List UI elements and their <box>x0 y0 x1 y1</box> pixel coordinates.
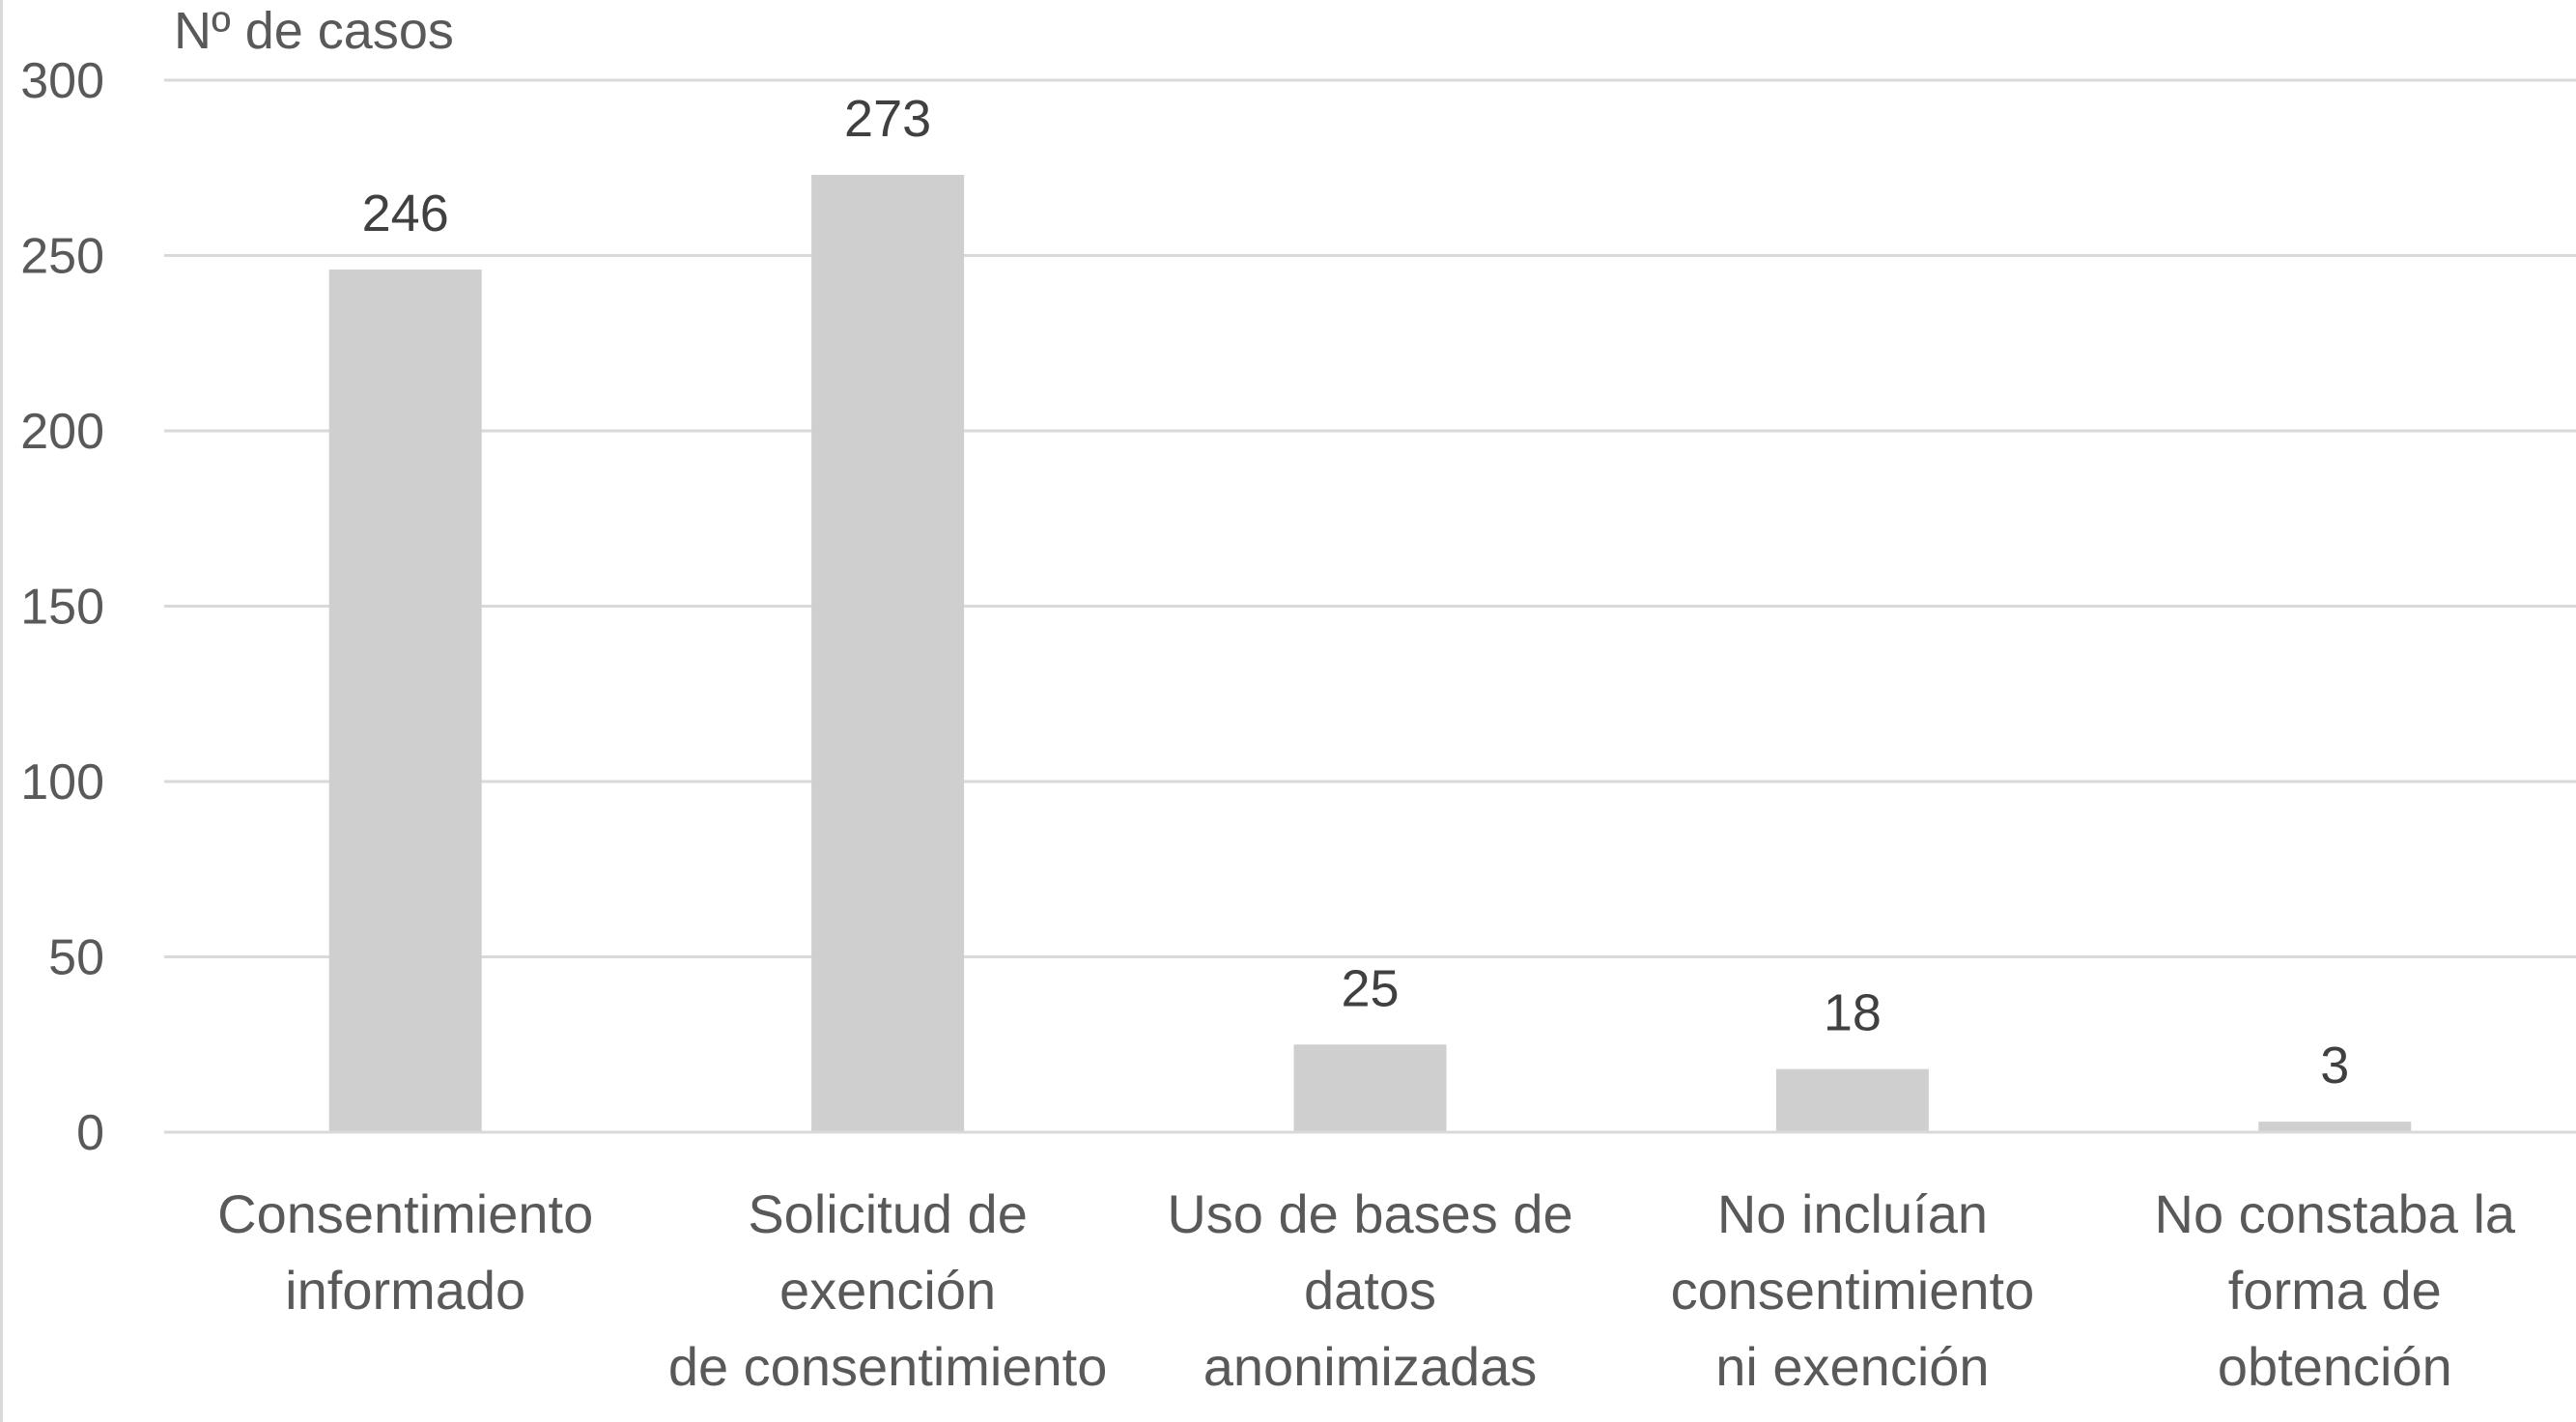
category-label-line: informado <box>285 1260 525 1321</box>
category-label-line: Uso de bases de <box>1167 1183 1572 1244</box>
category-label: No constaba la forma de obtención <box>2155 1183 2516 1397</box>
data-label: 18 <box>1824 984 1882 1042</box>
category-label-line: ni exención <box>1715 1336 1989 1397</box>
category-label: No incluían consentimiento ni exención <box>1671 1183 2035 1397</box>
y-tick-label: 200 <box>20 404 104 460</box>
category-label-line: consentimiento <box>1671 1260 2035 1321</box>
category-label: Consentimiento informado <box>217 1183 593 1321</box>
bar <box>328 270 482 1132</box>
y-tick-label: 250 <box>20 229 104 285</box>
category-label-line: No constaba la <box>2155 1183 2516 1244</box>
category-label-line: No incluían <box>1717 1183 1988 1244</box>
data-label: 25 <box>1341 959 1399 1017</box>
data-label: 3 <box>2320 1037 2349 1095</box>
y-axis-label: Nº de casos <box>174 2 454 60</box>
category-label-line: Solicitud de <box>748 1183 1028 1244</box>
category-label: Solicitud de exención de consentimiento <box>668 1183 1108 1397</box>
category-label-line: exención <box>779 1260 996 1321</box>
bar <box>1775 1068 1929 1132</box>
gridlines <box>164 78 2576 958</box>
data-label: 246 <box>362 185 449 242</box>
y-tick-label: 300 <box>20 53 104 109</box>
y-tick-label: 50 <box>48 930 104 986</box>
category-label-line: forma de <box>2228 1260 2442 1321</box>
category-label-line: obtención <box>2218 1336 2452 1397</box>
y-tick-labels: 0 50 100 150 200 250 300 <box>20 53 104 1161</box>
bar <box>1293 1044 1447 1132</box>
bars <box>328 175 2412 1132</box>
category-label-line: anonimizadas <box>1203 1336 1538 1397</box>
y-tick-label: 150 <box>20 580 104 636</box>
category-label-line: de consentimiento <box>668 1336 1108 1397</box>
category-label-line: Consentimiento <box>217 1183 593 1244</box>
y-tick-label: 100 <box>20 754 104 811</box>
category-label: Uso de bases de datos anonimizadas <box>1167 1183 1572 1397</box>
left-border <box>0 0 3 1422</box>
data-label: 273 <box>844 90 931 148</box>
y-tick-label: 0 <box>76 1105 104 1161</box>
category-label-line: datos <box>1304 1260 1436 1321</box>
category-labels: Consentimiento informado Solicitud de exenc… <box>217 1183 2516 1397</box>
bar <box>2258 1122 2412 1132</box>
bar <box>811 175 965 1132</box>
data-labels: 246 273 25 18 3 <box>362 90 2350 1095</box>
